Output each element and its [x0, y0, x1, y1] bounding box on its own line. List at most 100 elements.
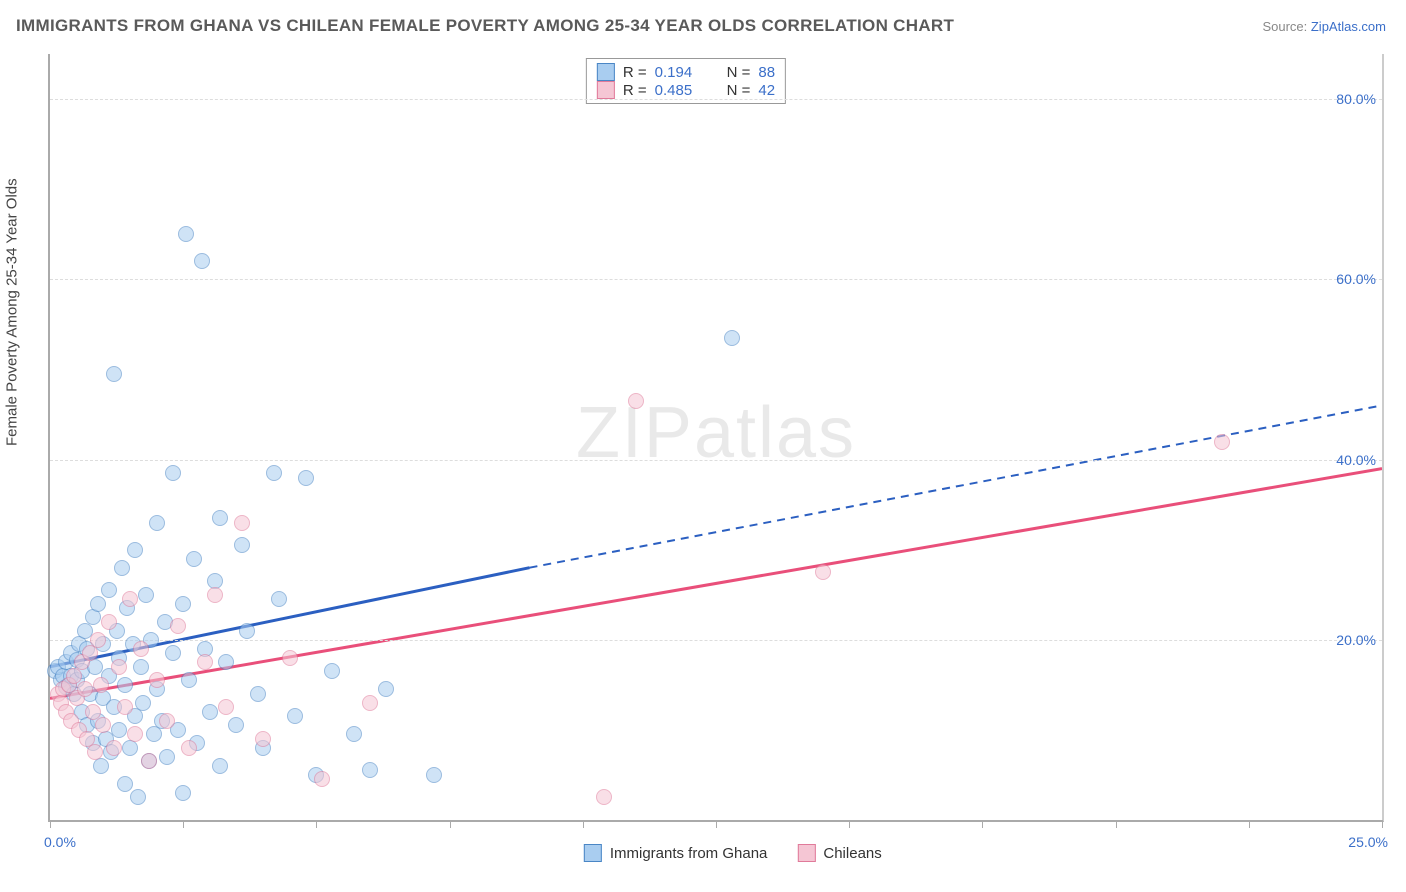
y-axis-label: Female Poverty Among 25-34 Year Olds — [4, 178, 21, 446]
x-tick — [716, 820, 717, 828]
gridline — [50, 279, 1382, 280]
data-point-chile — [255, 731, 271, 747]
trend-line-chile — [50, 469, 1382, 699]
data-point-chile — [101, 614, 117, 630]
data-point-ghana — [287, 708, 303, 724]
data-point-chile — [82, 645, 98, 661]
data-point-ghana — [271, 591, 287, 607]
data-point-ghana — [138, 587, 154, 603]
data-point-ghana — [228, 717, 244, 733]
legend-item-ghana: Immigrants from Ghana — [584, 844, 768, 862]
data-point-chile — [149, 672, 165, 688]
data-point-ghana — [101, 582, 117, 598]
legend-swatch-chile — [797, 844, 815, 862]
data-point-ghana — [186, 551, 202, 567]
data-point-ghana — [135, 695, 151, 711]
gridline — [50, 640, 1382, 641]
y-tick-label: 80.0% — [1336, 91, 1376, 107]
r-value: 0.194 — [655, 64, 713, 81]
x-tick — [982, 820, 983, 828]
data-point-ghana — [218, 654, 234, 670]
data-point-chile — [85, 704, 101, 720]
data-point-chile — [234, 515, 250, 531]
x-tick — [1116, 820, 1117, 828]
data-point-ghana — [426, 767, 442, 783]
data-point-ghana — [178, 226, 194, 242]
data-point-ghana — [378, 681, 394, 697]
data-point-chile — [106, 740, 122, 756]
data-point-chile — [122, 591, 138, 607]
x-tick — [50, 820, 51, 828]
data-point-ghana — [175, 596, 191, 612]
legend-label: Immigrants from Ghana — [610, 845, 768, 862]
data-point-ghana — [159, 749, 175, 765]
source-attribution: Source: ZipAtlas.com — [1262, 19, 1386, 34]
data-point-ghana — [146, 726, 162, 742]
data-point-chile — [111, 659, 127, 675]
data-point-chile — [127, 726, 143, 742]
x-tick — [849, 820, 850, 828]
r-value: 0.485 — [655, 82, 713, 99]
correlation-legend: R = 0.194 N = 88 R = 0.485 N = 42 — [586, 58, 786, 104]
n-value: 88 — [758, 64, 775, 81]
watermark-thin: atlas — [694, 393, 856, 473]
data-point-ghana — [324, 663, 340, 679]
legend-item-chile: Chileans — [797, 844, 881, 862]
y-tick-label: 40.0% — [1336, 452, 1376, 468]
data-point-ghana — [298, 470, 314, 486]
data-point-ghana — [362, 762, 378, 778]
x-tick — [1249, 820, 1250, 828]
data-point-ghana — [194, 253, 210, 269]
data-point-ghana — [266, 465, 282, 481]
data-point-ghana — [165, 465, 181, 481]
x-axis-min-label: 0.0% — [44, 834, 76, 850]
data-point-chile — [66, 668, 82, 684]
data-point-ghana — [234, 537, 250, 553]
data-point-ghana — [111, 722, 127, 738]
data-point-chile — [159, 713, 175, 729]
data-point-ghana — [90, 596, 106, 612]
data-point-ghana — [212, 758, 228, 774]
x-tick — [450, 820, 451, 828]
legend-row-ghana: R = 0.194 N = 88 — [597, 63, 775, 81]
data-point-ghana — [130, 789, 146, 805]
data-point-chile — [197, 654, 213, 670]
data-point-ghana — [117, 677, 133, 693]
source-link[interactable]: ZipAtlas.com — [1311, 19, 1386, 34]
data-point-ghana — [181, 672, 197, 688]
trend-line-dashed-ghana — [530, 405, 1382, 567]
data-point-chile — [141, 753, 157, 769]
y-tick-label: 20.0% — [1336, 632, 1376, 648]
data-point-chile — [815, 564, 831, 580]
legend-swatch-ghana — [597, 63, 615, 81]
chart-title: IMMIGRANTS FROM GHANA VS CHILEAN FEMALE … — [16, 16, 954, 36]
data-point-ghana — [106, 366, 122, 382]
n-value: 42 — [758, 82, 775, 99]
data-point-chile — [77, 681, 93, 697]
data-point-ghana — [202, 704, 218, 720]
data-point-ghana — [250, 686, 266, 702]
x-tick — [583, 820, 584, 828]
data-point-chile — [628, 393, 644, 409]
data-point-ghana — [175, 785, 191, 801]
trend-lines — [50, 54, 1382, 820]
data-point-chile — [1214, 434, 1230, 450]
data-point-chile — [282, 650, 298, 666]
data-point-ghana — [127, 542, 143, 558]
data-point-ghana — [239, 623, 255, 639]
data-point-chile — [596, 789, 612, 805]
data-point-chile — [117, 699, 133, 715]
legend-row-chile: R = 0.485 N = 42 — [597, 81, 775, 99]
data-point-chile — [362, 695, 378, 711]
n-label: N = — [727, 82, 751, 99]
n-label: N = — [727, 64, 751, 81]
legend-swatch-ghana — [584, 844, 602, 862]
data-point-ghana — [346, 726, 362, 742]
source-prefix: Source: — [1262, 19, 1310, 34]
data-point-chile — [218, 699, 234, 715]
data-point-chile — [87, 744, 103, 760]
r-label: R = — [623, 82, 647, 99]
data-point-chile — [90, 632, 106, 648]
r-label: R = — [623, 64, 647, 81]
data-point-ghana — [165, 645, 181, 661]
